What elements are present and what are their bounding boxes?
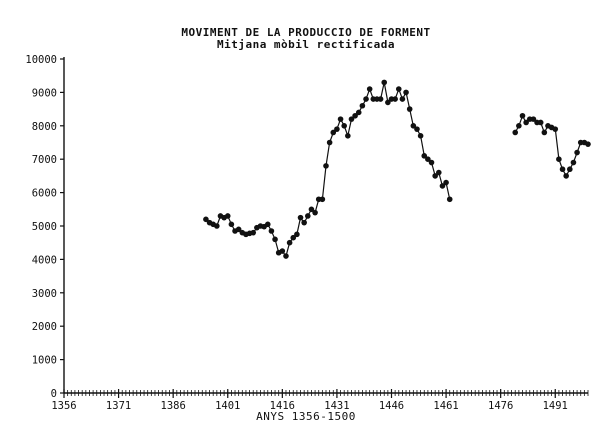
- data-point: [312, 209, 318, 216]
- data-point: [305, 213, 311, 219]
- x-tick-label: 1491: [543, 400, 568, 412]
- data-point: [348, 116, 355, 122]
- data-point: [439, 183, 446, 189]
- x-tick-label: 1431: [324, 400, 349, 412]
- x-tick-label: 1356: [51, 400, 76, 412]
- data-point: [268, 228, 275, 234]
- chart-title: MOVIMENT DE LA PRODUCCIO DE FORMENT: [181, 26, 430, 39]
- data-point: [399, 96, 406, 102]
- data-point: [395, 86, 402, 92]
- y-tick-label: 10000: [25, 54, 57, 66]
- x-tick-label: 1476: [488, 400, 513, 412]
- data-point: [326, 139, 333, 146]
- data-point: [283, 253, 289, 259]
- data-point: [250, 229, 257, 236]
- data-point: [446, 196, 453, 203]
- data-point: [541, 129, 548, 136]
- y-tick-label: 9000: [32, 87, 57, 99]
- data-series: [203, 79, 591, 259]
- y-tick-label: 6000: [32, 188, 57, 200]
- data-point: [559, 166, 566, 173]
- y-tick-label: 5000: [32, 221, 57, 233]
- data-point: [530, 116, 537, 122]
- data-point: [228, 221, 235, 228]
- x-tick-label: 1371: [106, 400, 131, 412]
- data-point: [519, 112, 526, 119]
- data-point: [319, 196, 326, 203]
- data-point: [392, 96, 398, 102]
- data-point: [235, 226, 242, 233]
- data-point: [436, 169, 442, 176]
- x-axis-label: ANYS 1356-1500: [256, 410, 356, 423]
- data-point: [203, 216, 209, 223]
- y-tick-label: 8000: [32, 121, 57, 133]
- data-point: [570, 159, 577, 166]
- data-point: [279, 248, 286, 254]
- data-point: [224, 213, 231, 219]
- x-tick-label: 1401: [215, 400, 240, 412]
- data-point: [286, 239, 293, 246]
- data-point: [414, 126, 420, 132]
- data-point: [359, 102, 366, 109]
- x-tick-label: 1386: [161, 400, 186, 412]
- data-point: [403, 89, 409, 96]
- data-point: [516, 123, 522, 129]
- data-point: [428, 159, 435, 166]
- data-point: [443, 179, 449, 186]
- x-tick-label: 1461: [433, 400, 458, 412]
- data-point: [345, 133, 351, 139]
- data-point: [341, 123, 347, 129]
- data-point: [552, 126, 559, 132]
- data-point: [432, 173, 438, 179]
- axis-ticks: 1356 1371 1386 1401 1416 1431 1446 1461 1476 1491…: [25, 54, 589, 412]
- chart-subtitle: Mitjana mòbil rectificada: [217, 38, 395, 51]
- data-point: [272, 236, 278, 243]
- data-point: [417, 133, 424, 139]
- data-point: [381, 79, 388, 86]
- data-point: [334, 126, 340, 132]
- data-point: [385, 99, 391, 106]
- data-point: [337, 116, 344, 122]
- data-point: [574, 149, 580, 156]
- data-point: [330, 129, 337, 136]
- data-point: [512, 129, 519, 136]
- data-point: [290, 234, 297, 241]
- data-point: [308, 206, 315, 213]
- data-point: [425, 156, 431, 162]
- data-point: [264, 221, 271, 228]
- y-tick-label: 7000: [32, 154, 57, 166]
- data-point: [537, 119, 544, 126]
- data-point: [355, 109, 362, 116]
- data-point: [421, 153, 428, 159]
- y-tick-label: 4000: [32, 254, 57, 266]
- data-point: [556, 156, 562, 162]
- data-point: [377, 96, 384, 102]
- data-point: [567, 166, 573, 173]
- data-point: [523, 119, 529, 126]
- y-tick-label: 0: [51, 388, 57, 400]
- data-point: [563, 173, 569, 179]
- data-point: [363, 96, 369, 102]
- data-point: [297, 214, 304, 221]
- data-point: [366, 86, 373, 92]
- data-point: [585, 141, 591, 147]
- x-tick-label: 1416: [270, 400, 295, 412]
- data-point: [214, 223, 220, 229]
- y-tick-label: 1000: [32, 355, 57, 367]
- data-point: [352, 112, 358, 119]
- x-tick-label: 1446: [379, 400, 404, 412]
- y-tick-label: 3000: [32, 288, 57, 300]
- data-point: [301, 219, 307, 226]
- data-point: [294, 231, 300, 238]
- data-point: [410, 123, 417, 129]
- data-point: [406, 106, 413, 112]
- data-point: [323, 163, 329, 169]
- y-tick-label: 2000: [32, 321, 57, 333]
- axes: [63, 57, 588, 394]
